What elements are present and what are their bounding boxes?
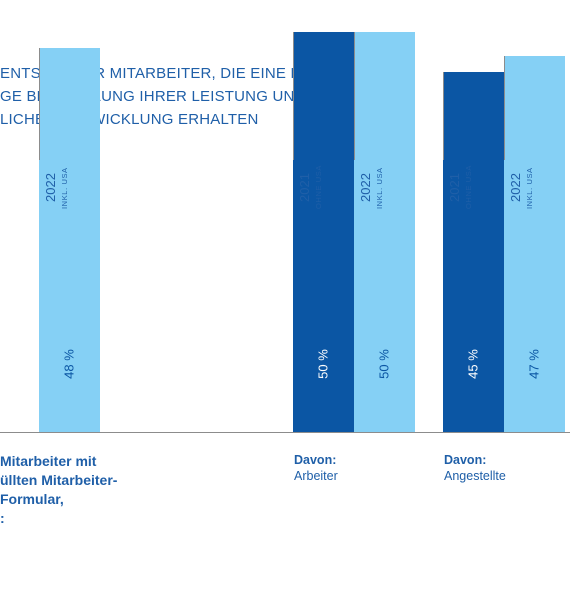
column-header-region: INKL. USA: [60, 167, 69, 209]
column-header-year: 2022: [508, 173, 523, 202]
column-header-year: 2022: [43, 173, 58, 202]
column-header-year: 2021: [447, 173, 462, 202]
category-label-left: Mitarbeiter mit üllten Mitarbeiter- Form…: [0, 452, 117, 528]
category-label-arbeiter-sub: Arbeiter: [294, 469, 338, 483]
bar-1-2022: [39, 48, 100, 432]
category-label-arbeiter-head: Davon:: [294, 453, 337, 467]
column-header-region: OHNE USA: [314, 165, 323, 209]
category-label-left-line-3: Formular,: [0, 491, 64, 507]
data-label: 48 %: [62, 349, 77, 379]
category-label-angestellte-sub: Angestellte: [444, 469, 506, 483]
data-label: 45 %: [466, 349, 481, 379]
column-header-region: INKL. USA: [375, 167, 384, 209]
category-label-left-line-2: üllten Mitarbeiter-: [0, 472, 118, 488]
bar-3-2021: [443, 72, 504, 432]
column-header-region: OHNE USA: [464, 165, 473, 209]
bar-3-2022: [504, 56, 565, 432]
data-label: 50 %: [316, 349, 331, 379]
category-label-arbeiter: Davon: Arbeiter: [294, 452, 338, 484]
category-label-left-line-1: Mitarbeiter mit: [0, 453, 97, 469]
data-label: 50 %: [377, 349, 392, 379]
category-label-angestellte-head: Davon:: [444, 453, 487, 467]
column-header-region: INKL. USA: [525, 167, 534, 209]
bar-2-2021: [293, 32, 354, 432]
data-label: 47 %: [527, 349, 542, 379]
column-header-year: 2021: [297, 173, 312, 202]
bar-2-2022: [354, 32, 415, 432]
category-label-left-line-4: :: [0, 510, 5, 526]
column-header-year: 2022: [358, 173, 373, 202]
category-label-angestellte: Davon: Angestellte: [444, 452, 506, 484]
